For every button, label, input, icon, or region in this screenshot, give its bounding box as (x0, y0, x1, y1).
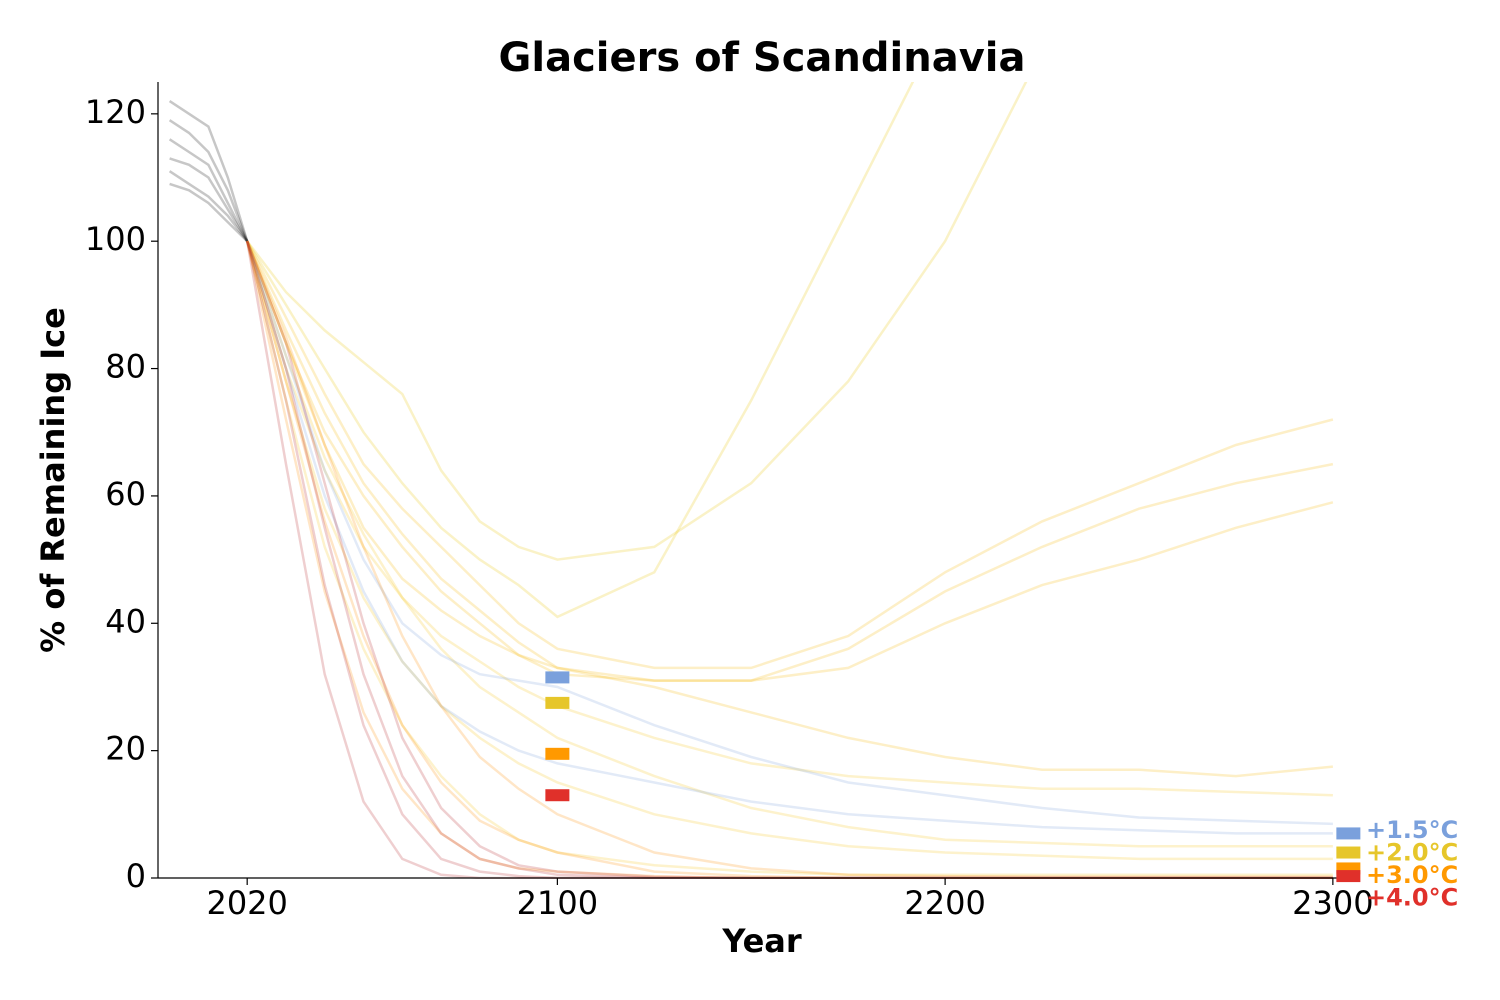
x-tick-label: 2100 (517, 884, 598, 922)
y-tick-label: 60 (105, 475, 146, 513)
series-line (246, 240, 1333, 879)
series-line (169, 157, 249, 242)
series-line (246, 240, 1333, 835)
y-tick-label: 80 (105, 348, 146, 386)
median-marker (1336, 870, 1361, 883)
x-tick-label: 2200 (904, 884, 985, 922)
series-line (168, 100, 249, 242)
lines (168, 82, 1334, 879)
series-line (246, 240, 1334, 670)
median-marker (545, 696, 570, 709)
series-line (246, 240, 1333, 848)
series-line (168, 170, 249, 242)
y-tick-label: 120 (85, 93, 146, 131)
median-marker (545, 671, 570, 684)
series-line (246, 240, 1334, 682)
y-tick-label: 100 (85, 220, 146, 258)
median-marker (1336, 827, 1361, 840)
series-line (245, 240, 1333, 879)
series-line (245, 240, 1333, 879)
legend-label: +1.5°C (1366, 816, 1458, 844)
chart-title: Glaciers of Scandinavia (499, 35, 1026, 81)
y-tick-label: 20 (105, 730, 146, 768)
legend-label: +4.0°C (1366, 884, 1458, 912)
legend-label: +3.0°C (1366, 861, 1458, 889)
series-line (168, 119, 249, 242)
median-marker (1336, 846, 1361, 859)
series-line (245, 240, 1333, 879)
series-line (246, 240, 1333, 826)
series-line (245, 240, 1333, 877)
series-line (246, 240, 1333, 879)
x-tick-label: 2300 (1292, 884, 1373, 922)
series-line (245, 240, 1333, 879)
series-line (246, 82, 915, 619)
series-line (246, 240, 1334, 778)
series-line (246, 82, 1028, 561)
x-tick-label: 2020 (206, 884, 287, 922)
series-line (246, 240, 1333, 878)
series-line (245, 240, 1333, 861)
median-marker (545, 789, 570, 802)
legend-label: +2.0°C (1366, 839, 1458, 867)
y-axis-label: % of Remaining Ice (34, 307, 72, 653)
series-line (168, 138, 249, 242)
y-tick-label: 40 (105, 602, 146, 640)
median-marker (545, 747, 570, 760)
series-line (246, 240, 1334, 682)
series-line (169, 182, 249, 243)
y-tick-label: 0 (126, 857, 146, 895)
x-axis-label: Year (721, 922, 802, 960)
